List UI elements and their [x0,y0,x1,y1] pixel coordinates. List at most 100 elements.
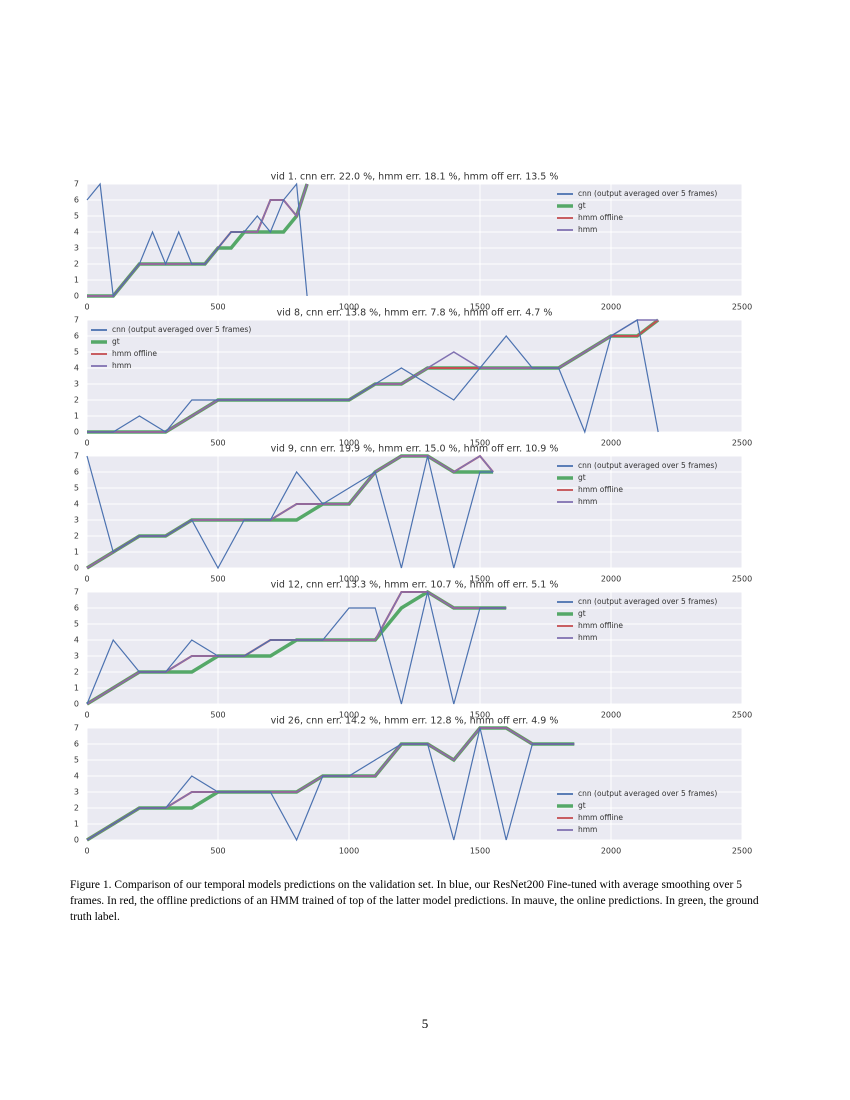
y-tick-label: 4 [74,772,79,781]
y-tick-label: 1 [74,276,79,285]
legend-label: hmm [578,497,597,506]
y-tick-label: 6 [74,740,79,749]
y-tick-label: 1 [74,412,79,421]
y-tick-label: 7 [74,316,79,325]
x-tick-label: 1000 [339,303,359,312]
x-tick-label: 500 [210,303,225,312]
legend-label: cnn (output averaged over 5 frames) [578,597,717,606]
legend-label: hmm [112,361,131,370]
x-tick-label: 1000 [339,711,359,720]
page-number: 5 [421,1016,429,1031]
y-tick-label: 0 [74,292,79,301]
x-tick-label: 500 [210,575,225,584]
y-tick-label: 3 [74,788,79,797]
caption: Figure 1. Comparison of our temporal mod… [70,879,759,923]
y-tick-label: 6 [74,604,79,613]
legend-label: hmm offline [112,349,157,358]
legend-label: hmm [578,825,597,834]
y-tick-label: 7 [74,588,79,597]
y-tick-label: 1 [74,548,79,557]
x-tick-label: 500 [210,847,225,856]
x-tick-label: 1000 [339,439,359,448]
y-tick-label: 0 [74,428,79,437]
x-tick-label: 0 [84,711,89,720]
legend-label: gt [578,801,586,810]
x-tick-label: 0 [84,575,89,584]
chart-title: vid 26, cnn err. 14.2 %, hmm err. 12.8 %… [271,716,559,727]
x-tick-label: 2500 [732,847,752,856]
legend-label: hmm offline [578,485,623,494]
legend-label: hmm offline [578,213,623,222]
y-tick-label: 2 [74,804,79,813]
x-tick-label: 0 [84,303,89,312]
x-tick-label: 1000 [339,847,359,856]
x-tick-label: 2500 [732,575,752,584]
y-tick-label: 5 [74,620,79,629]
x-tick-label: 1000 [339,575,359,584]
y-tick-label: 2 [74,668,79,677]
x-tick-label: 2000 [601,711,621,720]
y-tick-label: 3 [74,516,79,525]
y-tick-label: 0 [74,564,79,573]
y-tick-label: 6 [74,332,79,341]
y-tick-label: 2 [74,396,79,405]
series-line [87,319,659,434]
y-tick-label: 4 [74,364,79,373]
y-tick-label: 2 [74,260,79,269]
x-tick-label: 2500 [732,303,752,312]
series-line [86,455,494,570]
y-tick-label: 2 [74,532,79,541]
legend-label: hmm offline [578,813,623,822]
y-tick-label: 3 [74,380,79,389]
x-tick-label: 500 [210,439,225,448]
x-tick-label: 2500 [732,439,752,448]
plot-background [87,184,742,296]
chart-title: vid 1. cnn err. 22.0 %, hmm err. 18.1 %,… [271,172,559,183]
chart-title: vid 9, cnn err. 19.9 %, hmm err. 15.0 %,… [271,444,559,455]
legend-label: cnn (output averaged over 5 frames) [578,461,717,470]
legend-label: gt [112,337,120,346]
legend-label: hmm [578,633,597,642]
chart-title: vid 12, cnn err. 13.3 %, hmm err. 10.7 %… [271,580,559,591]
legend-label: hmm offline [578,621,623,630]
y-tick-label: 6 [74,468,79,477]
y-tick-label: 6 [74,196,79,205]
x-tick-label: 2000 [601,847,621,856]
y-tick-label: 4 [74,228,79,237]
y-tick-label: 5 [74,348,79,357]
x-tick-label: 0 [84,439,89,448]
x-tick-label: 500 [210,711,225,720]
plot-background [87,728,742,840]
x-tick-label: 1500 [470,439,490,448]
legend-label: cnn (output averaged over 5 frames) [578,189,717,198]
y-tick-label: 4 [74,500,79,509]
figure: vid 1. cnn err. 22.0 %, hmm err. 18.1 %,… [74,172,752,856]
series-line [86,591,507,705]
y-tick-label: 5 [74,484,79,493]
y-tick-label: 3 [74,652,79,661]
x-tick-label: 1500 [470,575,490,584]
legend-label: hmm [578,225,597,234]
legend-label: gt [578,473,586,482]
x-tick-label: 2500 [732,711,752,720]
x-tick-label: 2000 [601,303,621,312]
legend-label: cnn (output averaged over 5 frames) [578,789,717,798]
x-tick-label: 2000 [601,439,621,448]
series-line [86,727,575,842]
y-tick-label: 0 [74,700,79,709]
legend-label: gt [578,609,586,618]
y-tick-label: 1 [74,684,79,693]
x-tick-label: 1500 [470,711,490,720]
x-tick-label: 1500 [470,847,490,856]
x-tick-label: 2000 [601,575,621,584]
y-tick-label: 7 [74,724,79,733]
y-tick-label: 7 [74,180,79,189]
legend-label: cnn (output averaged over 5 frames) [112,325,251,334]
series-line [86,182,308,298]
chart-title: vid 8, cnn err. 13.8 %, hmm err. 7.8 %, … [277,308,553,319]
x-tick-label: 1500 [470,303,490,312]
x-tick-label: 0 [84,847,89,856]
y-tick-label: 4 [74,636,79,645]
y-tick-label: 1 [74,820,79,829]
